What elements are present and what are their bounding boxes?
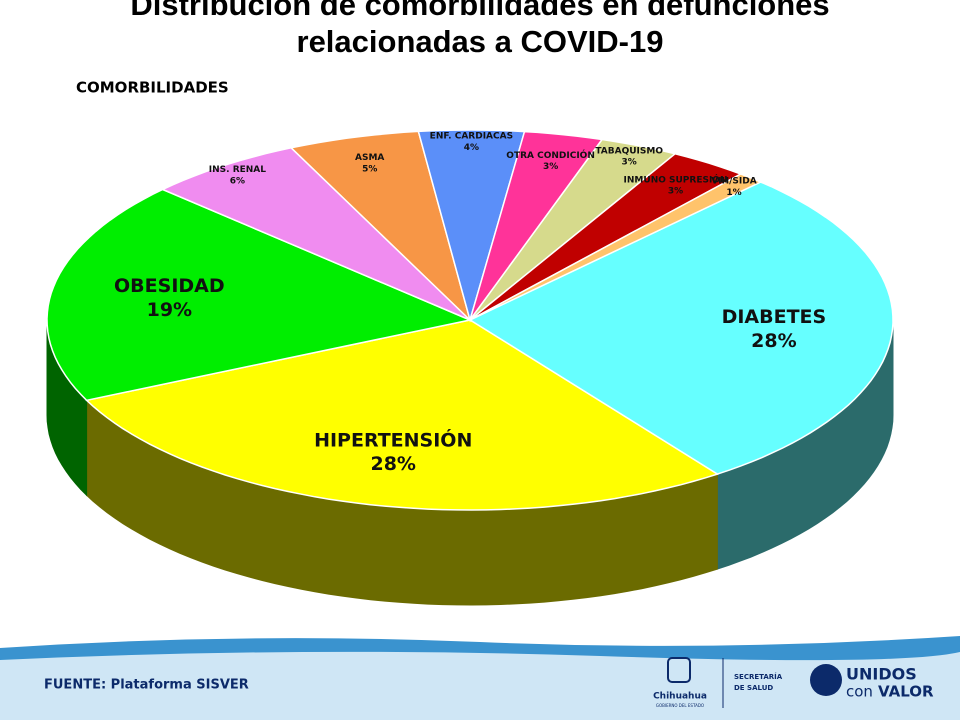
- logo-state-sub: GOBIERNO DEL ESTADO: [656, 703, 704, 708]
- slice-label: INS. RENAL: [209, 165, 266, 175]
- slice-value-label: 3%: [543, 162, 558, 172]
- slice-value-label: 1%: [726, 188, 741, 198]
- logo-state: Chihuahua: [653, 692, 707, 702]
- logo-dept: SECRETARÍA: [734, 672, 783, 681]
- slice-label: ENF. CARDIACAS: [430, 132, 513, 142]
- slice: [160, 146, 471, 321]
- slice: [417, 129, 526, 323]
- slice: [469, 152, 743, 321]
- slice-label: ASMA: [355, 153, 384, 163]
- slice-label: OTRA CONDICIÓN: [506, 149, 595, 161]
- footer-band-light: [0, 651, 960, 720]
- slice-value-label: 3%: [668, 187, 683, 197]
- logo-slogan: VALOR: [878, 683, 934, 701]
- slice-label: OBESIDAD: [114, 275, 225, 297]
- slice-label: HIPERTENSIÓN: [314, 427, 472, 451]
- slice-value-label: 4%: [464, 143, 479, 153]
- logo-shield: [667, 657, 691, 683]
- logo-slogan: con: [846, 683, 873, 701]
- logo-slogan: UNIDOS: [846, 665, 917, 684]
- slice-value-label: 19%: [147, 299, 192, 321]
- subtitle: COMORBILIDADES: [76, 79, 229, 97]
- slice: [469, 130, 604, 321]
- chart-title: Distribución de comorbilidades en defunc…: [130, 0, 830, 59]
- source: FUENTE: Plataforma SISVER: [44, 678, 249, 693]
- slice: [46, 188, 473, 402]
- logo-dept: DE SALUD: [734, 684, 773, 692]
- slice: [469, 138, 677, 321]
- slice: [289, 130, 472, 323]
- slice-value-label: 28%: [751, 330, 796, 352]
- slice-value-label: 3%: [622, 158, 637, 168]
- slice-label: VIH/SIDA: [711, 177, 756, 187]
- slice-label: TABAQUISMO: [595, 146, 663, 156]
- slice-value-label: 28%: [370, 453, 415, 475]
- slice-label: INMUNO SUPRESIÓN: [624, 173, 728, 185]
- slice: [469, 173, 763, 321]
- slice: [468, 181, 894, 475]
- slice-label: DIABETES: [722, 306, 827, 328]
- slice-value-label: 5%: [362, 164, 377, 174]
- logo-emblem: [810, 664, 842, 696]
- slice-value-label: 6%: [230, 176, 245, 186]
